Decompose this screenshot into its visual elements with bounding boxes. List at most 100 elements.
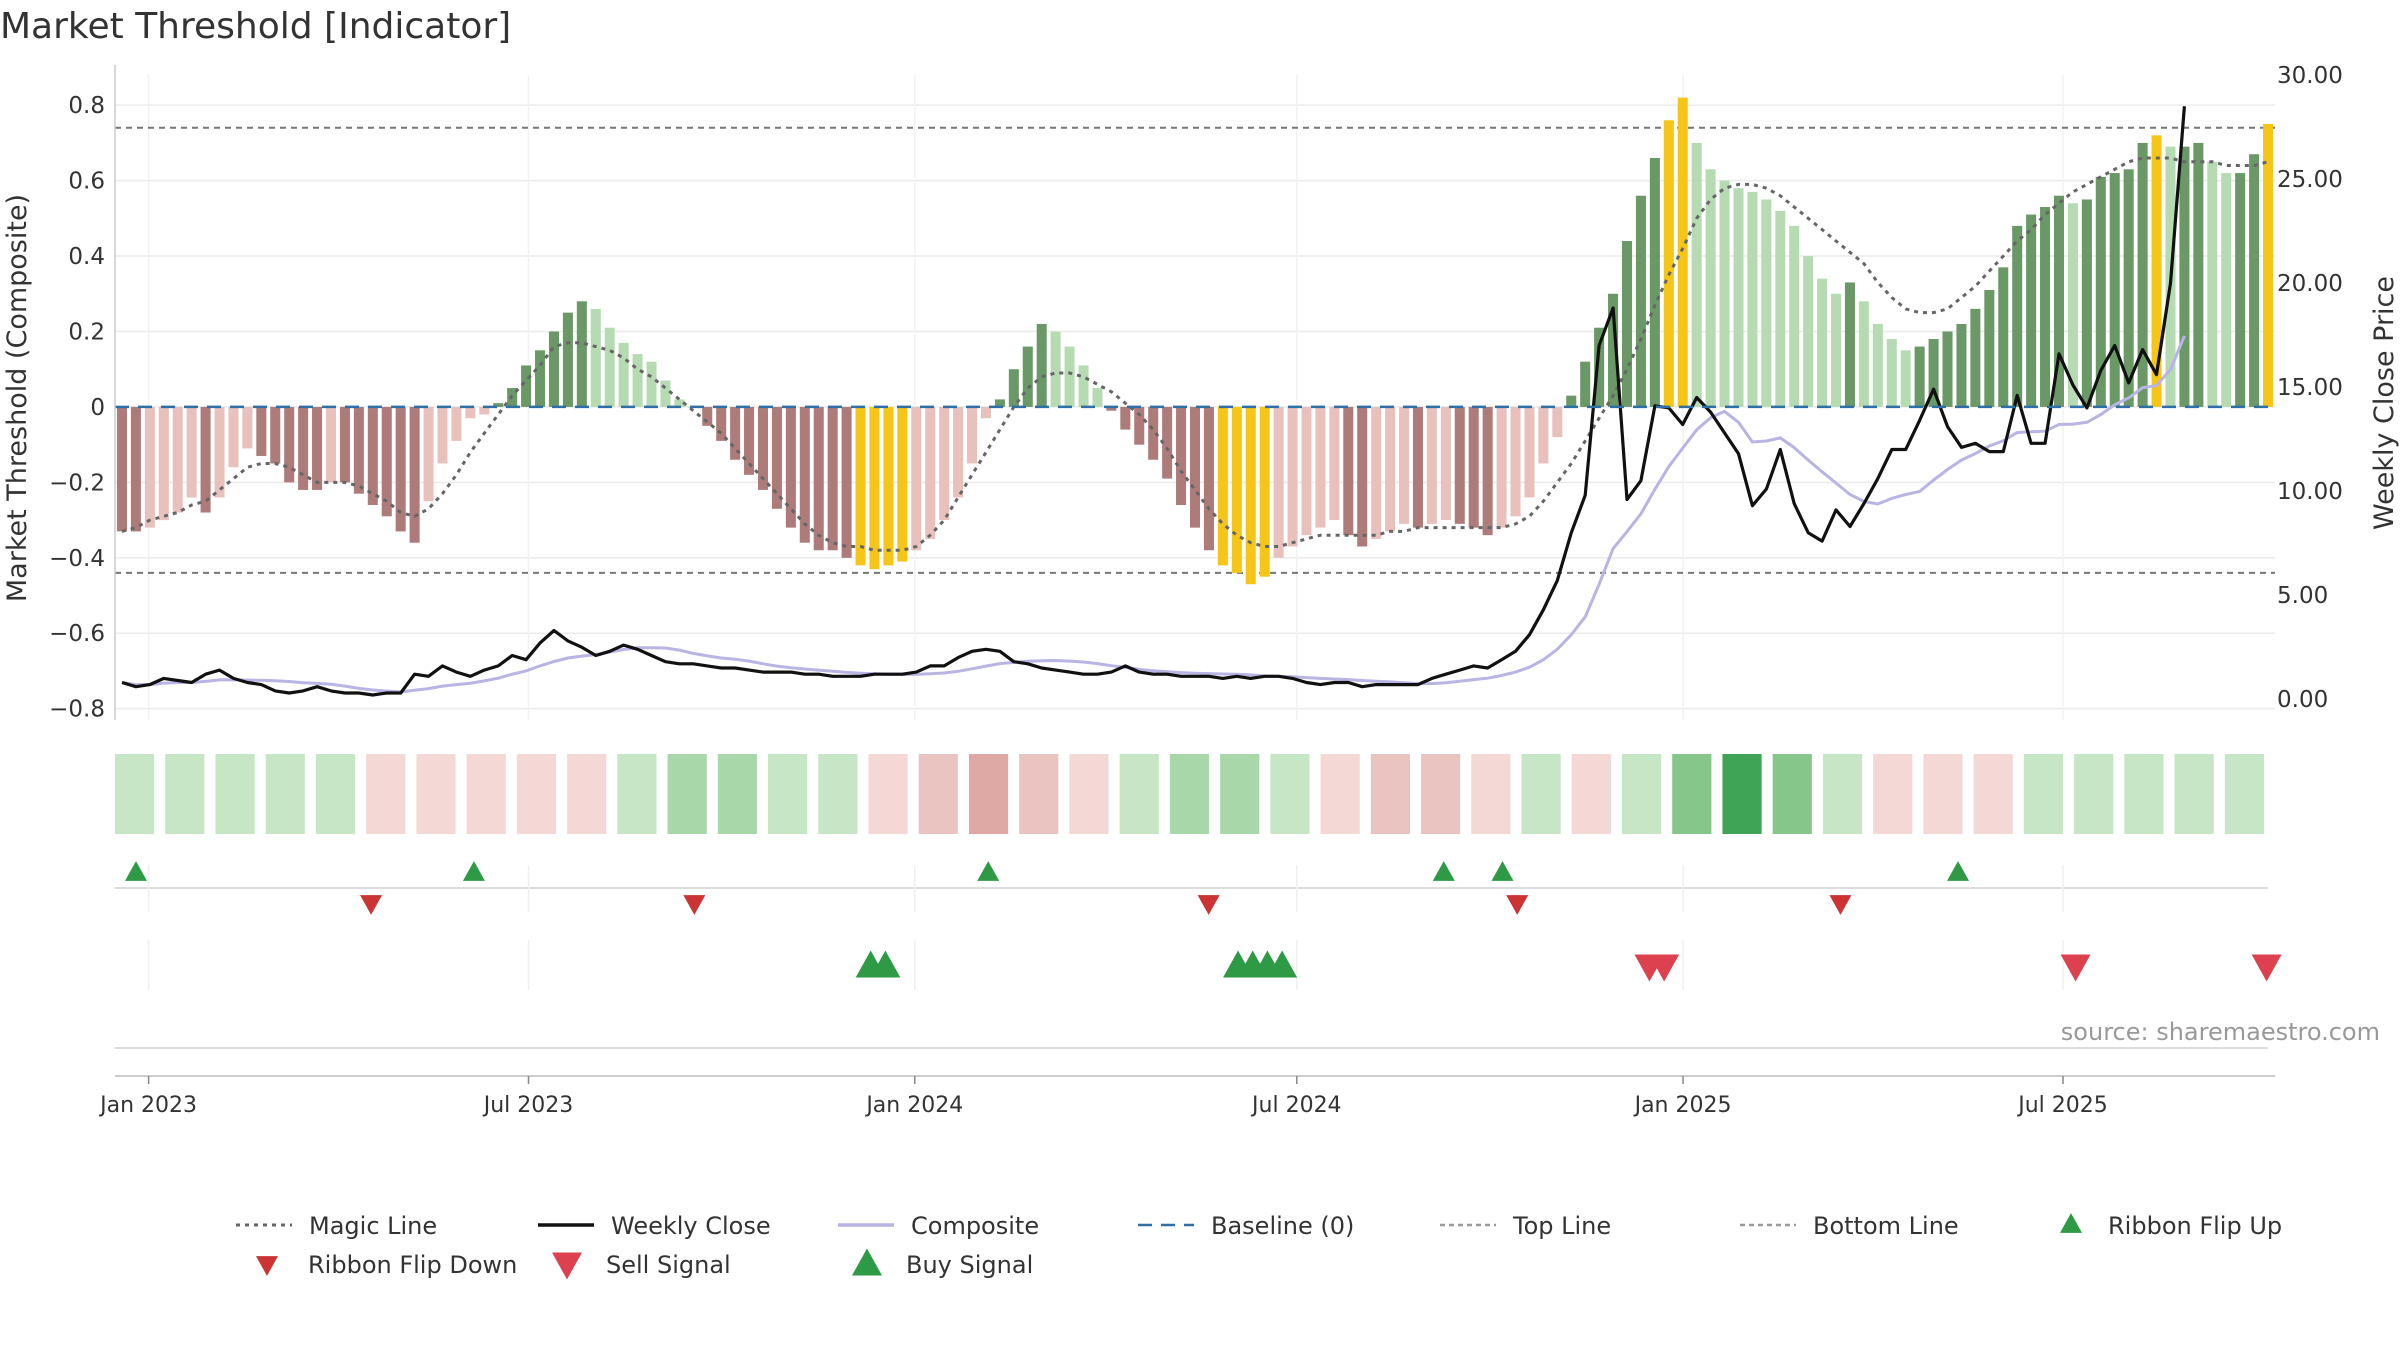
- ribbon-cell: [1019, 754, 1059, 834]
- ribbon-flip-up-marker: [124, 861, 147, 881]
- ribbon-cell: [215, 754, 255, 834]
- composite-bar: [1371, 406, 1382, 539]
- composite-bar: [1106, 406, 1117, 411]
- composite-bar: [674, 399, 685, 407]
- ribbon-cell: [2023, 754, 2064, 834]
- ribbon-cell: [818, 754, 858, 834]
- composite-bar: [284, 406, 295, 483]
- sell-signal-marker: [2251, 954, 2282, 982]
- composite-bar: [744, 406, 755, 475]
- composite-bar: [2207, 161, 2218, 407]
- composite-bar: [2067, 203, 2078, 407]
- x-tick-label: Jan 2023: [98, 1093, 197, 1118]
- composite-bar: [660, 380, 671, 407]
- ribbon-cell: [265, 754, 305, 834]
- composite-bar: [1022, 346, 1033, 407]
- composite-bar: [757, 406, 769, 490]
- composite-bar: [2026, 214, 2037, 407]
- legend-swatch: [852, 1248, 882, 1276]
- legend-item: Baseline (0): [1138, 1212, 1354, 1240]
- ribbon-cell: [1973, 754, 2013, 834]
- composite-bar: [1524, 406, 1535, 498]
- ribbon-flip-up-marker: [1491, 861, 1514, 881]
- composite-bar: [1454, 406, 1465, 524]
- ribbon-cell: [165, 754, 205, 834]
- legend-label: Ribbon Flip Up: [2108, 1212, 2282, 1240]
- composite-bar: [1273, 406, 1284, 558]
- x-tick-label: Jul 2023: [482, 1093, 574, 1118]
- composite-bar: [1635, 195, 1646, 407]
- composite-bar: [883, 406, 894, 566]
- composite-bar: [1162, 406, 1173, 479]
- ribbon-cell: [1722, 754, 1762, 834]
- composite-bar: [1928, 339, 1939, 407]
- composite-bar: [2249, 154, 2260, 407]
- composite-bar: [298, 406, 309, 490]
- legend-item: Composite: [838, 1212, 1039, 1240]
- composite-bar: [1357, 406, 1368, 547]
- composite-bar: [548, 331, 559, 407]
- ribbon-cell: [617, 754, 657, 834]
- composite-bar: [1803, 256, 1814, 407]
- composite-bar: [312, 406, 323, 490]
- ribbon-cell: [1169, 754, 1210, 834]
- legend-swatch: [552, 1252, 582, 1280]
- ribbon-cell: [2074, 754, 2114, 834]
- ribbon-flip-down-marker: [683, 895, 706, 915]
- composite-bar: [1594, 327, 1605, 407]
- y-left-axis-title: Market Threshold (Composite): [2, 194, 33, 602]
- composite-bar: [1412, 406, 1423, 528]
- composite-bar: [1315, 406, 1326, 528]
- composite-line: [121, 335, 2186, 694]
- composite-bar: [1496, 406, 1507, 528]
- composite-bar: [2193, 142, 2204, 407]
- legend-swatch: [256, 1256, 278, 1276]
- y-left-tick-label: −0.2: [49, 470, 105, 496]
- composite-bar: [1385, 406, 1396, 532]
- composite-bar: [1761, 199, 1772, 407]
- ribbon-cell: [366, 754, 406, 834]
- sell-signal-marker: [1649, 954, 1680, 982]
- composite-bar: [841, 406, 852, 558]
- legend-swatch: [2060, 1213, 2082, 1233]
- composite-bar: [1050, 331, 1061, 407]
- y-right-tick-label: 10.00: [2277, 479, 2343, 505]
- composite-bar: [1872, 323, 1883, 407]
- composite-bar: [1566, 395, 1577, 407]
- composite-bar: [911, 406, 922, 551]
- composite-bar: [1970, 308, 1981, 407]
- ribbon-cell: [768, 754, 808, 834]
- composite-bar: [897, 406, 908, 562]
- composite-bar: [1789, 225, 1800, 407]
- legend-item: Magic Line: [236, 1212, 437, 1240]
- composite-bar: [2040, 207, 2051, 407]
- composite-bar: [2151, 135, 2162, 407]
- ribbon-flip-up-marker: [462, 861, 485, 881]
- composite-bar: [2053, 195, 2065, 407]
- y-left-tick-label: −0.6: [49, 621, 105, 647]
- composite-bar: [632, 354, 643, 407]
- ribbon-flip-down-marker: [1506, 895, 1529, 915]
- source-label: source: sharemaestro.com: [2061, 1018, 2380, 1046]
- composite-bar: [590, 308, 601, 407]
- y-left-tick-label: 0: [90, 395, 105, 421]
- ribbon-cell: [1521, 754, 1561, 834]
- composite-bar: [1552, 406, 1563, 438]
- composite-bar: [172, 406, 183, 513]
- composite-bar: [144, 406, 155, 528]
- composite-bar: [618, 342, 629, 407]
- composite-bar: [1148, 406, 1159, 460]
- composite-bar: [1817, 278, 1828, 407]
- ribbon-flip-down-marker: [1197, 895, 1220, 915]
- composite-bar: [1747, 191, 1758, 407]
- composite-bar: [1691, 142, 1702, 407]
- composite-bar: [855, 406, 866, 566]
- composite-bar: [1886, 339, 1897, 407]
- composite-bar: [1036, 323, 1047, 407]
- y-left-tick-label: 0.6: [68, 169, 105, 195]
- composite-bar: [1092, 388, 1103, 407]
- composite-bar: [1719, 180, 1730, 407]
- composite-bar: [493, 403, 504, 407]
- legend: Magic Line Weekly Close Composite Baseline …: [236, 1212, 2282, 1280]
- composite-bar: [799, 406, 810, 543]
